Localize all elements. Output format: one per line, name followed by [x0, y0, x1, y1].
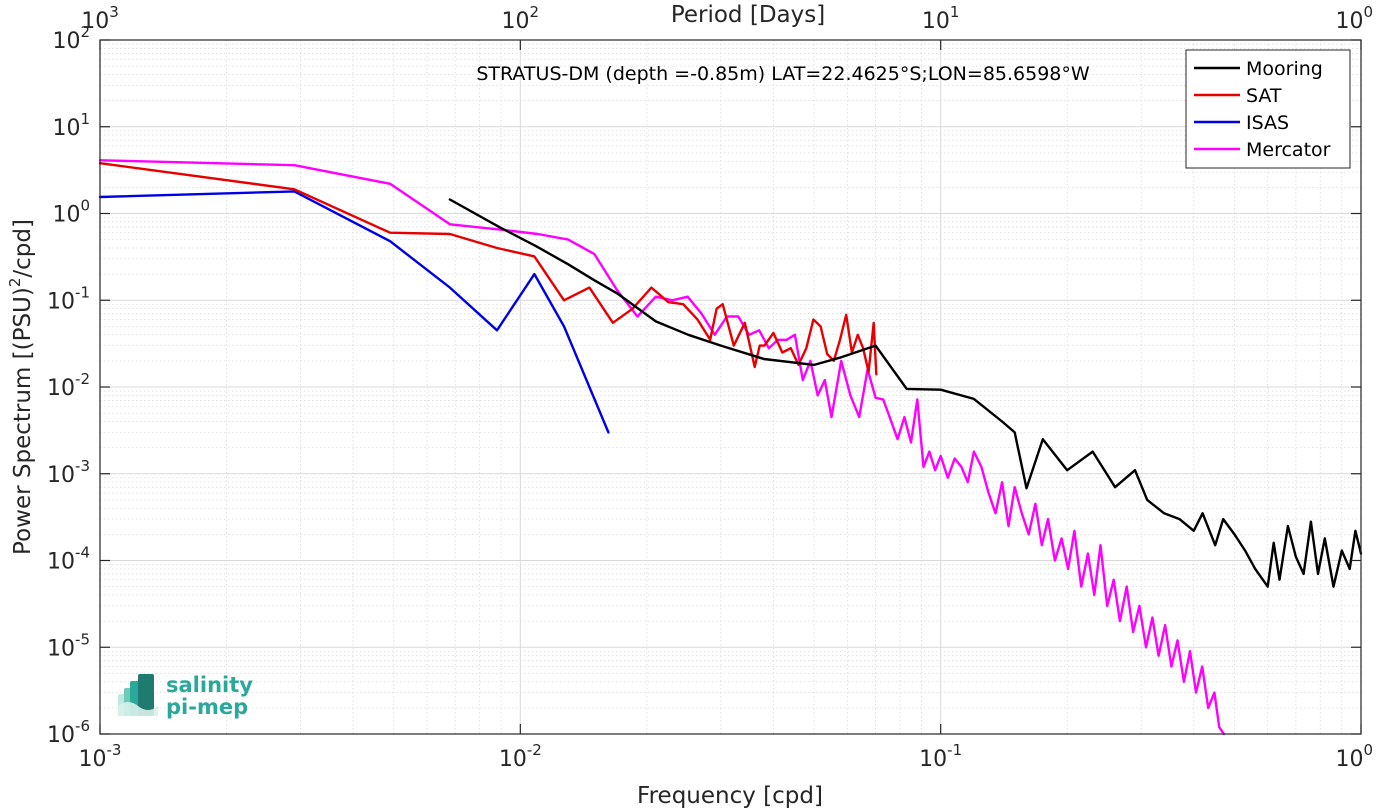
x-tick-label: 10-3	[79, 741, 122, 772]
x-tick-label-base: 10	[499, 747, 527, 772]
x-tick-labels: 10-3 10-2 10-1 100	[79, 741, 1373, 772]
legend: Mooring SAT ISAS Mercator	[1185, 49, 1351, 169]
y-tick-label-base: 10	[47, 463, 75, 488]
legend-label-sat: SAT	[1246, 85, 1282, 107]
y-tick-label-base: 10	[52, 29, 80, 54]
y-tick-label: 100	[52, 197, 90, 228]
x2-tick-label-exp: 1	[950, 3, 960, 21]
y-tick-label-base: 10	[52, 116, 80, 141]
x2-tick-label: 100	[1335, 3, 1373, 34]
x2-tick-label: 102	[502, 3, 540, 34]
x-tick-label-exp: 0	[1363, 741, 1373, 759]
x2-tick-label-exp: 0	[1363, 3, 1373, 21]
series-mooring-line	[448, 198, 1363, 588]
series-layer	[98, 159, 1363, 736]
series-mercator-line	[98, 159, 1226, 736]
ticks	[99, 39, 1362, 735]
logo-mark	[118, 674, 158, 716]
x-tick-label-base: 10	[1335, 747, 1363, 772]
x-tick-label: 10-2	[499, 741, 542, 772]
x2-tick-label-base: 10	[502, 9, 530, 34]
logo-line1: salinity	[166, 673, 253, 697]
x-tick-label-exp: -3	[107, 741, 122, 759]
x-tick-label-exp: -2	[527, 741, 542, 759]
y-tick-label: 10-1	[47, 283, 90, 314]
y-tick-label-base: 10	[47, 550, 75, 575]
legend-label-mercator: Mercator	[1246, 139, 1331, 161]
series-isas-line	[98, 190, 610, 434]
legend-label-isas: ISAS	[1246, 112, 1289, 134]
x2-tick-label-base: 10	[922, 9, 950, 34]
x-tick-label-base: 10	[79, 747, 107, 772]
y-tick-label-exp: -4	[75, 544, 90, 562]
y-axis-title: Power Spectrum [(PSU)2/cpd]	[6, 219, 36, 555]
y-tick-label-exp: -1	[75, 283, 90, 301]
y-tick-label-exp: -2	[75, 370, 90, 388]
salinity-pi-mep-logo: salinity pi-mep	[118, 673, 253, 719]
x2-tick-label: 103	[81, 3, 119, 34]
y-tick-label: 10-2	[47, 370, 90, 401]
series-sat-line	[98, 161, 878, 376]
x2-tick-label-exp: 2	[530, 3, 540, 21]
y-axis-title-sup: 2	[6, 278, 24, 288]
y-tick-label-exp: 2	[80, 23, 90, 41]
x2-tick-label-base: 10	[81, 9, 109, 34]
x-tick-label: 10-1	[919, 741, 962, 772]
y-axis-title-main: Power Spectrum [(PSU)	[10, 287, 36, 555]
y-tick-label-exp: 0	[80, 197, 90, 215]
chart-title: STRATUS-DM (depth =-0.85m) LAT=22.4625°S…	[476, 63, 1090, 85]
y-tick-label-base: 10	[47, 289, 75, 314]
x2-tick-label-exp: 3	[109, 3, 119, 21]
y-tick-label-base: 10	[52, 203, 80, 228]
y-axis-title-tail: /cpd]	[10, 219, 36, 278]
y-tick-label-exp: -5	[75, 630, 90, 648]
y-tick-label-base: 10	[47, 636, 75, 661]
x2-tick-label-base: 10	[1335, 9, 1363, 34]
x-tick-label-base: 10	[919, 747, 947, 772]
y-tick-label: 101	[52, 110, 90, 141]
y-tick-label: 10-5	[47, 630, 90, 661]
x2-tick-labels: 103 102 101 100	[81, 3, 1373, 34]
legend-label-mooring: Mooring	[1246, 58, 1323, 80]
y-tick-label-exp: 1	[80, 110, 90, 128]
logo-line2: pi-mep	[166, 695, 248, 719]
y-tick-label: 10-4	[47, 544, 90, 575]
y-tick-label-base: 10	[47, 723, 75, 748]
y-tick-label-exp: -6	[75, 717, 90, 735]
y-tick-label-base: 10	[47, 376, 75, 401]
y-tick-label: 10-6	[47, 717, 90, 748]
x-tick-label-exp: -1	[947, 741, 962, 759]
x2-axis-title: Period [Days]	[671, 2, 825, 28]
y-tick-label: 102	[52, 23, 90, 54]
x-axis-title: Frequency [cpd]	[637, 783, 823, 809]
x2-tick-label: 101	[922, 3, 960, 34]
y-tick-label: 10-3	[47, 457, 90, 488]
x-tick-label: 100	[1335, 741, 1373, 772]
y-tick-label-exp: -3	[75, 457, 90, 475]
